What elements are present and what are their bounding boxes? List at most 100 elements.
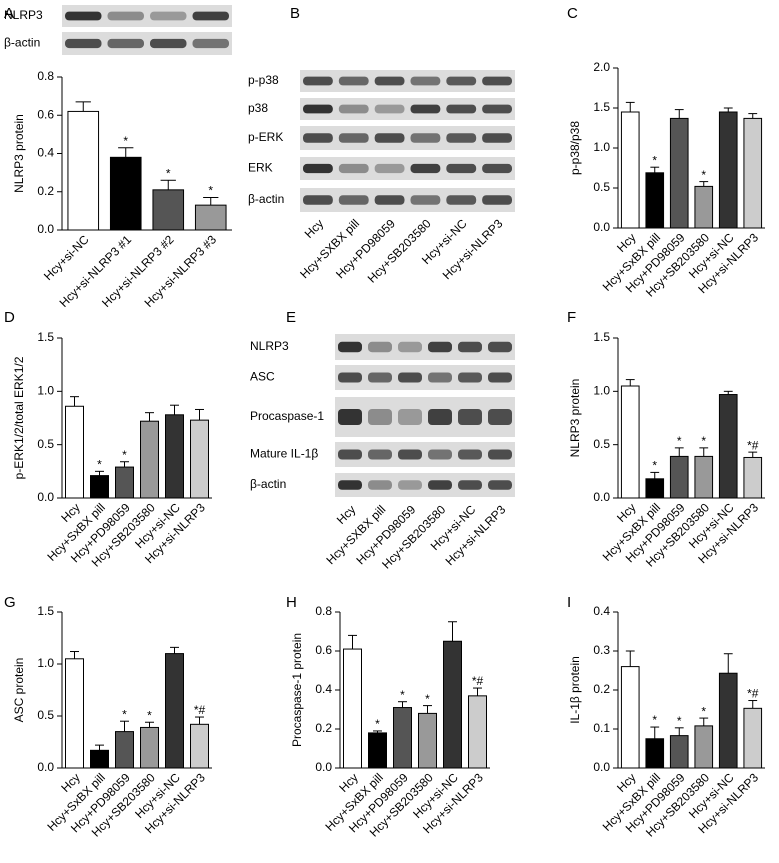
error-bar [195, 716, 204, 725]
blot-row-label: p-ERK [248, 130, 283, 144]
blot-band [368, 341, 392, 353]
panel-letter: G [4, 594, 16, 611]
blot-strip [335, 473, 515, 497]
bar [194, 204, 227, 231]
x-tick-label: Hcy+si-NLRP3 #3 [142, 232, 220, 310]
significance-label: *# [747, 687, 759, 701]
y-tick-label: 0.0 [37, 490, 54, 504]
error-bar [448, 621, 457, 642]
error-bar [70, 396, 79, 407]
y-axis-label: NLRP3 protein [568, 379, 582, 458]
significance-label: * [122, 448, 127, 462]
panel-letter: I [567, 594, 571, 611]
y-tick-label: 1.0 [37, 656, 54, 670]
blot-strip [62, 32, 232, 55]
x-tick-label: Hcy+si-NLRP3 #2 [99, 232, 177, 310]
bar [694, 185, 714, 229]
blot-band [303, 104, 333, 114]
significance-label: *# [747, 438, 759, 452]
blot-band [368, 409, 392, 425]
error-bar [373, 730, 382, 733]
significance-label: * [701, 168, 706, 182]
blot-band [410, 76, 441, 86]
bar [115, 466, 134, 499]
blot-band [374, 163, 405, 174]
y-tick-label: 1.0 [593, 140, 610, 154]
significance-label: * [166, 166, 171, 180]
error-bar [674, 727, 684, 736]
error-bar [145, 721, 154, 728]
blot-band [410, 195, 441, 205]
blot-row-label: ERK [248, 161, 273, 175]
y-tick-label: 0.6 [315, 643, 332, 657]
bar [67, 110, 100, 231]
blot-band [482, 133, 512, 143]
error-bar [748, 700, 758, 709]
significance-label: * [400, 688, 405, 702]
error-bar [748, 451, 758, 458]
y-axis-label: ASC protein [12, 658, 26, 723]
significance-label: * [123, 134, 128, 148]
y-tick-label: 0.0 [593, 760, 610, 774]
blot-band [446, 76, 477, 86]
y-tick-label: 0.4 [593, 604, 610, 618]
blot-band [458, 449, 482, 460]
significance-label: * [425, 692, 430, 706]
blot-band [410, 133, 441, 143]
x-tick-label: Hcy+si-NLRP3 #1 [57, 232, 135, 310]
blot-row-label: β-actin [248, 192, 284, 206]
blot-row-label: NLRP3 [250, 339, 289, 353]
error-bar [120, 461, 129, 468]
y-tick-label: 1.5 [593, 330, 610, 344]
error-bar [170, 646, 179, 654]
blot-band [338, 195, 369, 205]
significance-label: * [652, 153, 657, 167]
blot-band [446, 133, 477, 143]
bar [90, 749, 109, 769]
blot-band [107, 38, 144, 49]
y-tick-label: 1.5 [593, 100, 610, 114]
blot-band [428, 480, 452, 490]
blot-band [303, 195, 333, 205]
blot-band [338, 76, 369, 86]
y-tick-label: 2.0 [593, 60, 610, 74]
error-bar [625, 379, 635, 386]
blot-strip [300, 98, 515, 120]
y-axis-label: Procaspase-1 protein [290, 633, 304, 747]
error-bar [203, 196, 219, 206]
blot-band [488, 409, 512, 425]
blot-band [446, 195, 477, 205]
blot-band [446, 163, 477, 174]
panel-letter: A [4, 5, 14, 22]
bar [109, 156, 142, 231]
bar [669, 117, 689, 229]
blot-band [458, 409, 482, 425]
error-bar [348, 634, 357, 650]
bar [190, 419, 209, 499]
blot-band [150, 38, 187, 49]
blot-strip [62, 5, 232, 27]
error-bar [160, 179, 176, 190]
blot-row-label: ASC [250, 370, 275, 384]
blot-band [107, 11, 144, 21]
blot-band [374, 133, 405, 143]
error-bar [674, 447, 684, 457]
blot-band [428, 409, 452, 425]
error-bar [674, 109, 684, 119]
blot-strip [300, 188, 515, 212]
blot-band [398, 480, 422, 490]
error-bar [118, 147, 134, 158]
error-bar [75, 101, 91, 112]
error-bar [699, 181, 709, 187]
error-bar [625, 650, 635, 667]
bar [743, 707, 763, 769]
bar [152, 189, 185, 231]
error-bar [650, 166, 660, 173]
bar [393, 707, 412, 769]
error-bar [120, 720, 129, 732]
blot-row-label: β-actin [250, 477, 286, 491]
bar [669, 455, 689, 499]
y-tick-label: 0.0 [315, 760, 332, 774]
blot-band [446, 104, 477, 114]
